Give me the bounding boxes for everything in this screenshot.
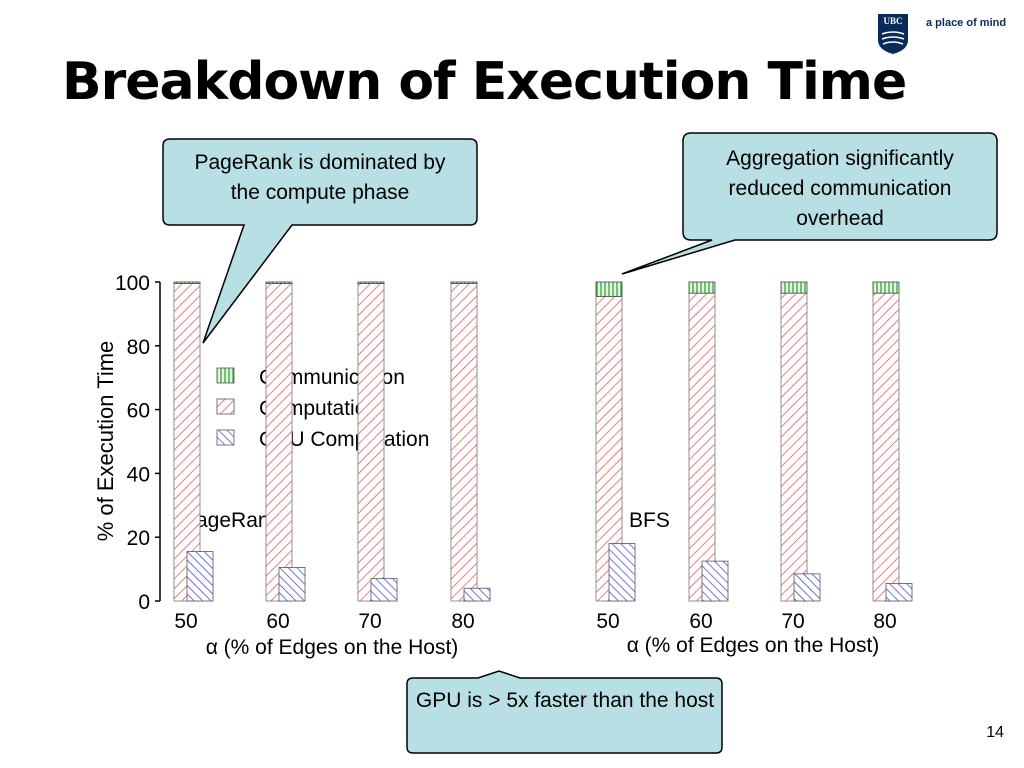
callout-gpu-text: GPU is > 5x faster than the host [415,689,715,712]
pagerank-bar-computation-70 [357,283,385,602]
ubc-crest-icon [878,14,908,54]
pagerank-bar-computation-50 [173,283,201,602]
y-tick-label: 80 [127,336,150,359]
bfs-bar-gpu-computation-60 [701,560,729,602]
pagerank-bar-communication-60 [265,281,293,284]
callout-aggregation-text: Aggregation significantly reduced commun… [726,147,954,230]
bfs-bar-gpu-computation-80 [885,583,913,602]
callout-pagerank [162,138,478,344]
pagerank-x-tick-label: 50 [174,610,197,633]
bfs-bar-communication-70 [780,281,808,294]
pagerank-x-tick-label: 80 [451,610,474,633]
bfs-bar-communication-60 [688,281,716,294]
pagerank-bar-communication-50 [173,281,201,284]
callout-aggregation-bubble [621,132,998,275]
pagerank-x-axis-label: α (% of Edges on the Host) [206,636,459,659]
bfs-bar-gpu-computation-70 [793,573,821,602]
bfs-x-tick-label: 70 [781,610,804,633]
pagerank-bar-communication-70 [357,281,385,284]
legend: Communication Computation GPU Computatio… [216,366,429,451]
pagerank-bar-communication-80 [450,281,478,284]
y-axis-ticks: 0 20 40 60 80 100 [115,272,160,614]
callout-pagerank-text: PageRank is dominated by the compute pha… [194,151,446,204]
bfs-x-tick-label: 60 [689,610,712,633]
bfs-x-axis-label: α (% of Edges on the Host) [627,634,880,657]
callout-gpu [406,670,723,754]
chart-bars [173,281,913,602]
legend-swatch-communication [216,367,235,384]
pagerank-chart-title: PageRank [182,509,281,532]
legend-swatch-gpu-computation [216,429,235,446]
pagerank-bar-computation-60 [265,283,293,602]
y-tick-label: 60 [127,400,150,423]
slide-title: Breakdown of Execution Time [62,52,907,112]
legend-label-gpu-computation: GPU Computation [259,428,429,451]
pagerank-bar-computation-80 [450,283,478,602]
legend-swatch-computation [216,398,235,415]
y-axis-label: % of Execution Time [93,341,118,542]
bfs-bar-communication-80 [872,281,900,294]
bfs-x-tick-label: 50 [596,610,619,633]
page-number: 14 [986,724,1004,741]
y-tick-label: 40 [127,463,150,486]
callout-gpu-bubble [406,670,723,754]
y-tick-label: 0 [138,591,150,614]
x-axis-ticks: 50 60 70 80 50 60 70 80 [174,610,896,633]
bfs-x-tick-label: 80 [873,610,896,633]
pagerank-bar-gpu-computation-60 [278,567,306,602]
y-tick-label: 100 [115,272,150,295]
bfs-bar-computation-60 [688,292,716,602]
bfs-bar-computation-70 [780,292,808,602]
bfs-bar-communication-50 [595,281,623,297]
ubc-logo: UBC a place of mind [878,14,1018,58]
callout-pagerank-bubble [162,138,478,344]
ubc-crest-text: UBC [883,16,903,26]
pagerank-bar-gpu-computation-50 [186,551,214,602]
callout-aggregation [621,132,998,275]
pagerank-x-tick-label: 70 [358,610,381,633]
bfs-chart-title: BFS [629,509,670,532]
y-tick-label: 20 [127,527,150,550]
pagerank-bar-gpu-computation-70 [370,578,398,602]
bfs-bar-gpu-computation-50 [608,543,636,602]
bfs-bar-computation-80 [872,292,900,602]
brand-motto: a place of mind [926,17,1007,29]
pagerank-bar-gpu-computation-80 [463,587,491,602]
pagerank-x-tick-label: 60 [266,610,289,633]
